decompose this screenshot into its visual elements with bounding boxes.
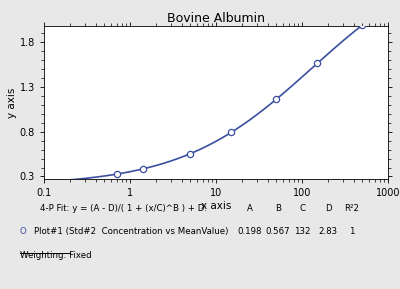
Y-axis label: y axis: y axis <box>7 87 17 118</box>
Text: D: D <box>325 204 331 213</box>
Text: O: O <box>20 227 27 236</box>
Text: C: C <box>299 204 305 213</box>
Text: 0.567: 0.567 <box>266 227 290 236</box>
Text: 4-P Fit: y = (A - D)/( 1 + (x/C)^B ) + D:: 4-P Fit: y = (A - D)/( 1 + (x/C)^B ) + D… <box>40 204 207 213</box>
Text: 132: 132 <box>294 227 310 236</box>
Text: A: A <box>247 204 253 213</box>
Text: Weighting: Fixed: Weighting: Fixed <box>20 251 92 260</box>
Text: B: B <box>275 204 281 213</box>
Title: Bovine Albumin: Bovine Albumin <box>167 12 265 25</box>
Text: 1: 1 <box>349 227 355 236</box>
Text: 0.198: 0.198 <box>238 227 262 236</box>
Text: R²2: R²2 <box>344 204 360 213</box>
Text: Plot#1 (Std#2  Concentration vs MeanValue): Plot#1 (Std#2 Concentration vs MeanValue… <box>34 227 228 236</box>
Text: 2.83: 2.83 <box>318 227 338 236</box>
X-axis label: x axis: x axis <box>201 201 231 211</box>
